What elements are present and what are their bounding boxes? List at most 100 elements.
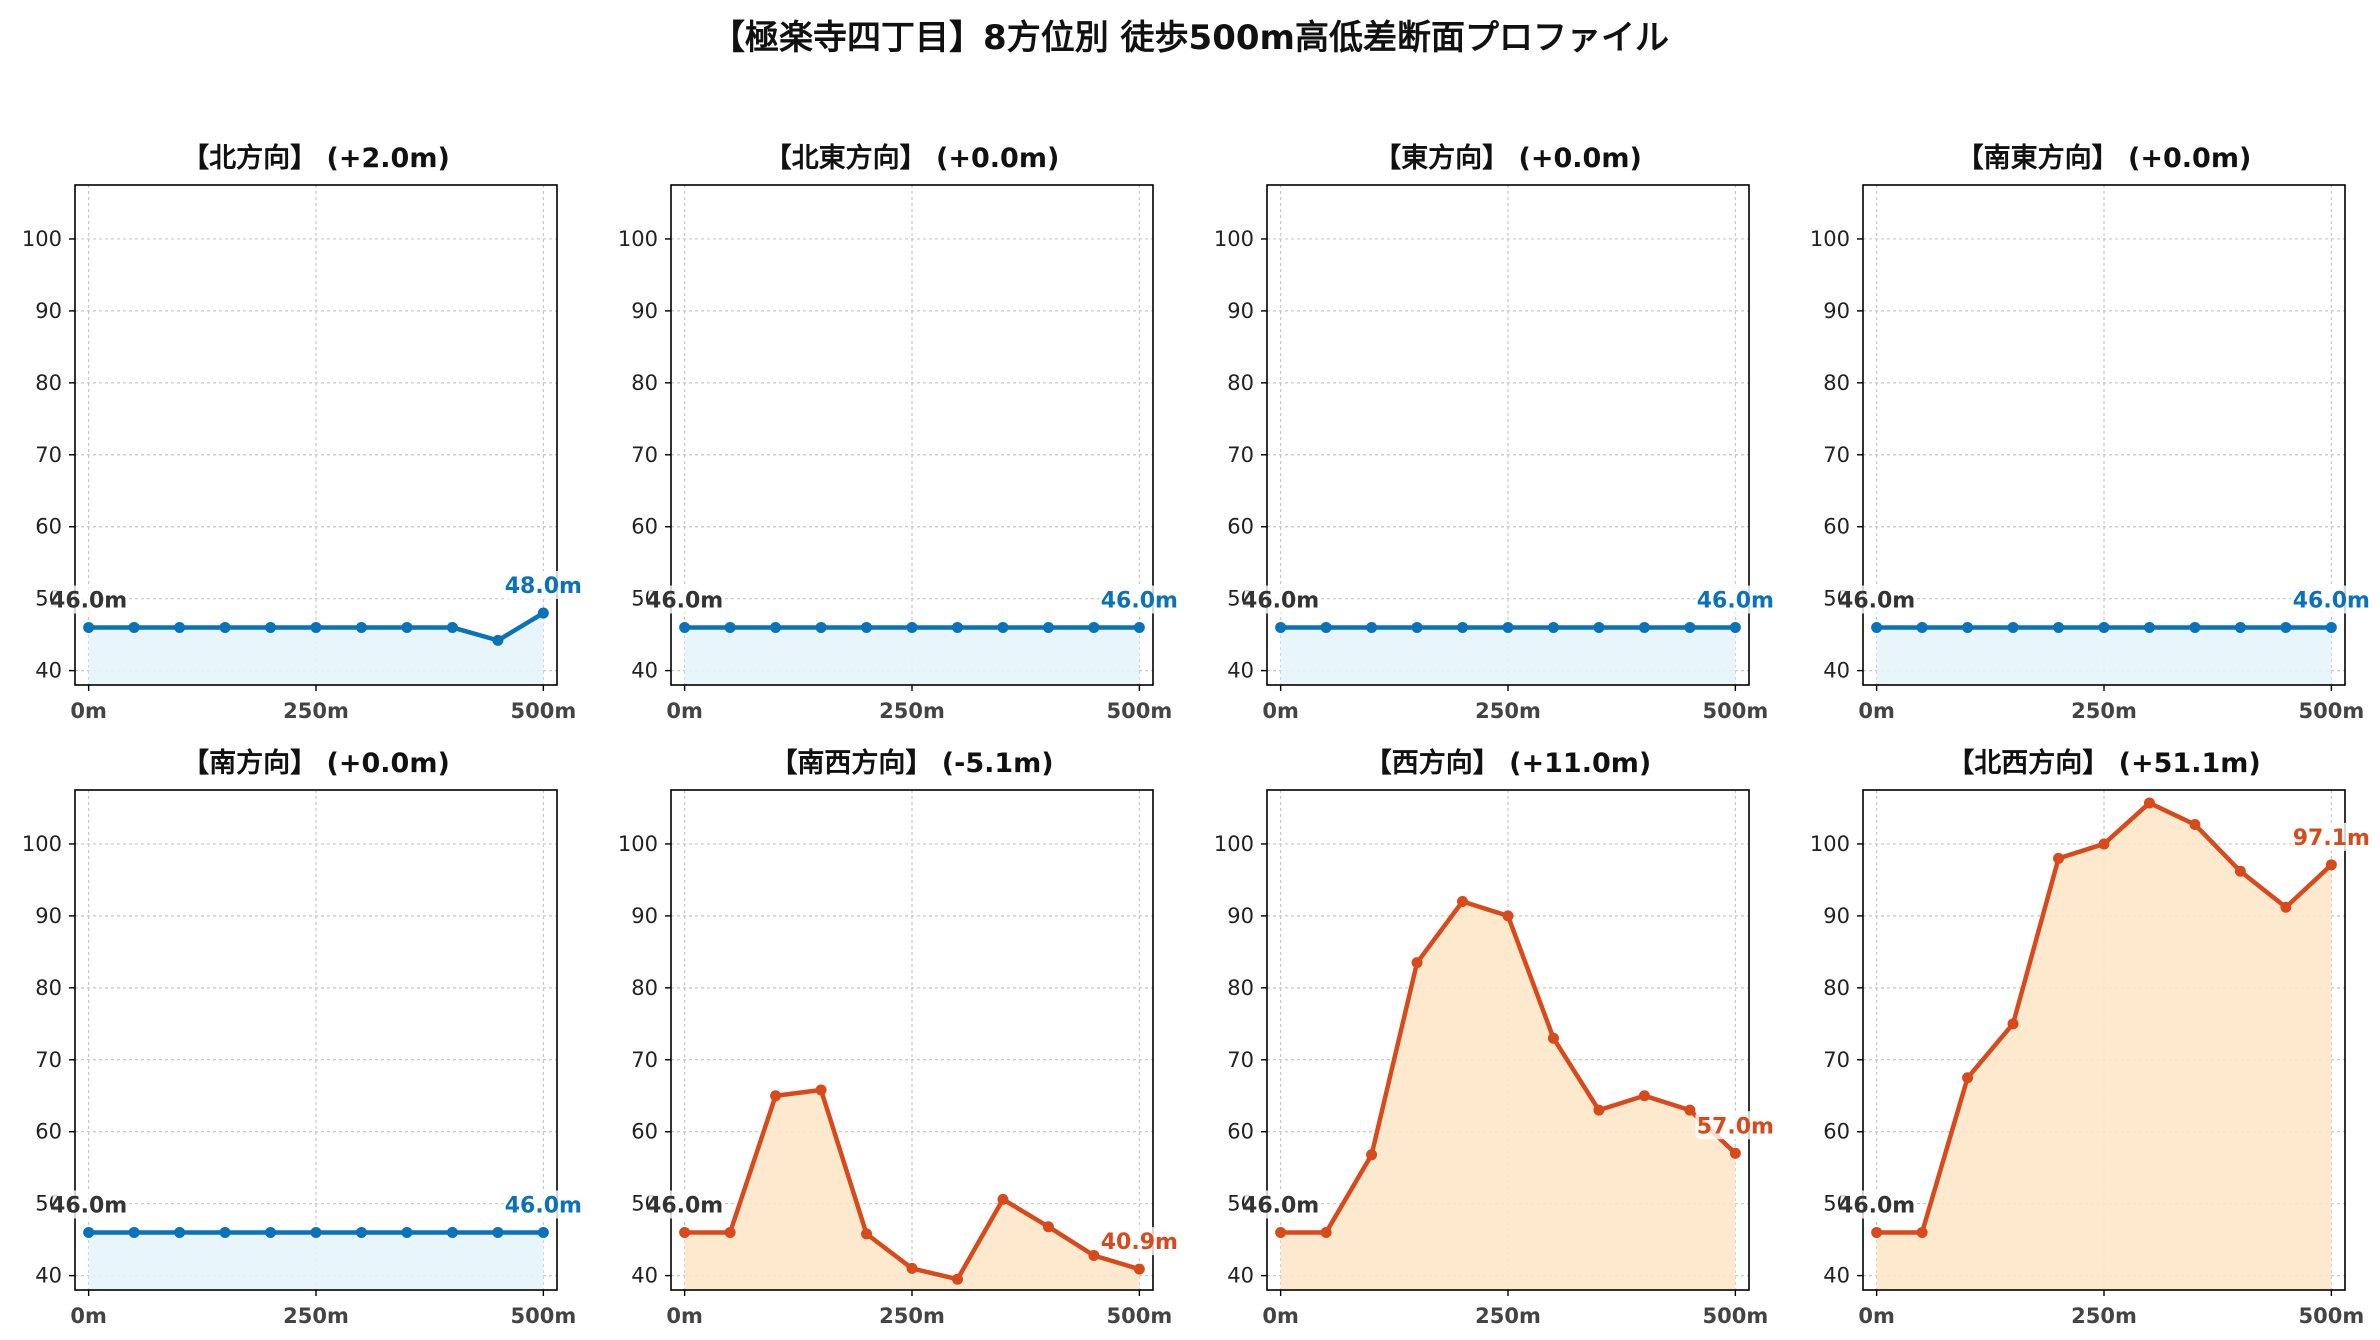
start-elevation-label: 46.0m	[646, 588, 723, 613]
y-tick-label: 40	[1823, 659, 1850, 683]
elevation-point	[724, 1226, 736, 1238]
elevation-point	[1871, 621, 1883, 633]
y-tick-label: 90	[35, 904, 62, 928]
elevation-area	[88, 1232, 544, 1290]
elevation-point	[219, 621, 231, 633]
elevation-point	[1457, 896, 1469, 908]
elevation-point	[2189, 819, 2201, 831]
elevation-area	[1280, 901, 1736, 1290]
elevation-point	[1133, 1263, 1145, 1275]
start-elevation-label: 46.0m	[646, 1193, 723, 1218]
x-tick-label: 500m	[1702, 1304, 1768, 1328]
y-tick-label: 70	[1227, 1048, 1254, 1072]
elevation-point	[1088, 1249, 1100, 1261]
end-label-box	[1695, 585, 1776, 614]
x-tick-label: 250m	[879, 1304, 945, 1328]
x-tick-label: 250m	[283, 1304, 349, 1328]
x-tick-label: 0m	[1262, 1304, 1299, 1328]
elevation-point	[128, 1226, 140, 1238]
start-label-box	[1840, 585, 1913, 614]
elevation-point	[1593, 621, 1605, 633]
elevation-point	[1547, 1032, 1559, 1044]
elevation-point	[815, 621, 827, 633]
start-elevation-label: 46.0m	[1242, 588, 1319, 613]
elevation-point	[1042, 621, 1054, 633]
elevation-point	[83, 621, 95, 633]
y-tick-label: 100	[1810, 227, 1850, 251]
y-tick-label: 40	[1227, 659, 1254, 683]
elevation-point	[492, 1226, 504, 1238]
elevation-point	[1320, 1226, 1332, 1238]
y-tick-label: 90	[1227, 904, 1254, 928]
y-tick-label: 80	[631, 976, 658, 1000]
y-tick-label: 90	[1823, 299, 1850, 323]
x-tick-label: 500m	[2298, 1304, 2364, 1328]
elevation-point	[265, 1226, 277, 1238]
y-tick-label: 100	[618, 227, 658, 251]
y-tick-label: 70	[631, 443, 658, 467]
elevation-point	[2189, 621, 2201, 633]
x-tick-label: 0m	[70, 1304, 107, 1328]
elevation-point	[1133, 621, 1145, 633]
panel-title: 【北東方向】 (+0.0m)	[765, 142, 1060, 174]
elevation-point	[770, 621, 782, 633]
y-tick-label: 60	[1227, 1120, 1254, 1144]
elevation-point	[1729, 621, 1741, 633]
end-label-box	[503, 1190, 584, 1219]
start-label-box	[52, 585, 125, 614]
y-tick-label: 60	[631, 1120, 658, 1144]
elevation-point	[355, 1226, 367, 1238]
elevation-point	[2280, 621, 2292, 633]
elevation-area	[1876, 802, 2332, 1290]
end-elevation-label: 46.0m	[1697, 588, 1774, 613]
elevation-point	[219, 1226, 231, 1238]
end-elevation-label: 40.9m	[1101, 1230, 1178, 1255]
y-tick-label: 60	[1823, 1120, 1850, 1144]
y-tick-label: 40	[631, 659, 658, 683]
elevation-point	[815, 1084, 827, 1096]
elevation-point	[401, 621, 413, 633]
elevation-point	[128, 621, 140, 633]
end-label-box	[2291, 822, 2372, 851]
start-label-box	[1840, 1190, 1913, 1219]
elevation-area	[684, 1090, 1140, 1290]
x-tick-label: 500m	[1106, 699, 1172, 723]
x-tick-label: 500m	[510, 1304, 576, 1328]
elevation-point	[1411, 621, 1423, 633]
start-label-box	[1244, 1190, 1317, 1219]
y-tick-label: 60	[631, 515, 658, 539]
elevation-point	[1275, 1226, 1287, 1238]
elevation-point	[1962, 621, 1974, 633]
elevation-point	[174, 1226, 186, 1238]
elevation-point	[2053, 621, 2065, 633]
x-tick-label: 0m	[1262, 699, 1299, 723]
elevation-point	[951, 621, 963, 633]
start-elevation-label: 46.0m	[1242, 1193, 1319, 1218]
elevation-point	[1729, 1147, 1741, 1159]
elevation-point	[2098, 621, 2110, 633]
elevation-point	[997, 621, 1009, 633]
elevation-point	[265, 621, 277, 633]
elevation-point	[951, 1273, 963, 1285]
elevation-point	[83, 1226, 95, 1238]
elevation-point	[2234, 865, 2246, 877]
elevation-point	[2098, 838, 2110, 850]
elevation-point	[861, 621, 873, 633]
end-elevation-label: 46.0m	[2293, 588, 2370, 613]
elevation-point	[724, 621, 736, 633]
elevation-point	[310, 1226, 322, 1238]
x-tick-label: 250m	[879, 699, 945, 723]
y-tick-label: 70	[35, 1048, 62, 1072]
elevation-point	[1502, 621, 1514, 633]
panel-title: 【西方向】 (+11.0m)	[1365, 747, 1651, 779]
elevation-point	[310, 621, 322, 633]
start-elevation-label: 46.0m	[1838, 1193, 1915, 1218]
elevation-point	[2325, 621, 2337, 633]
